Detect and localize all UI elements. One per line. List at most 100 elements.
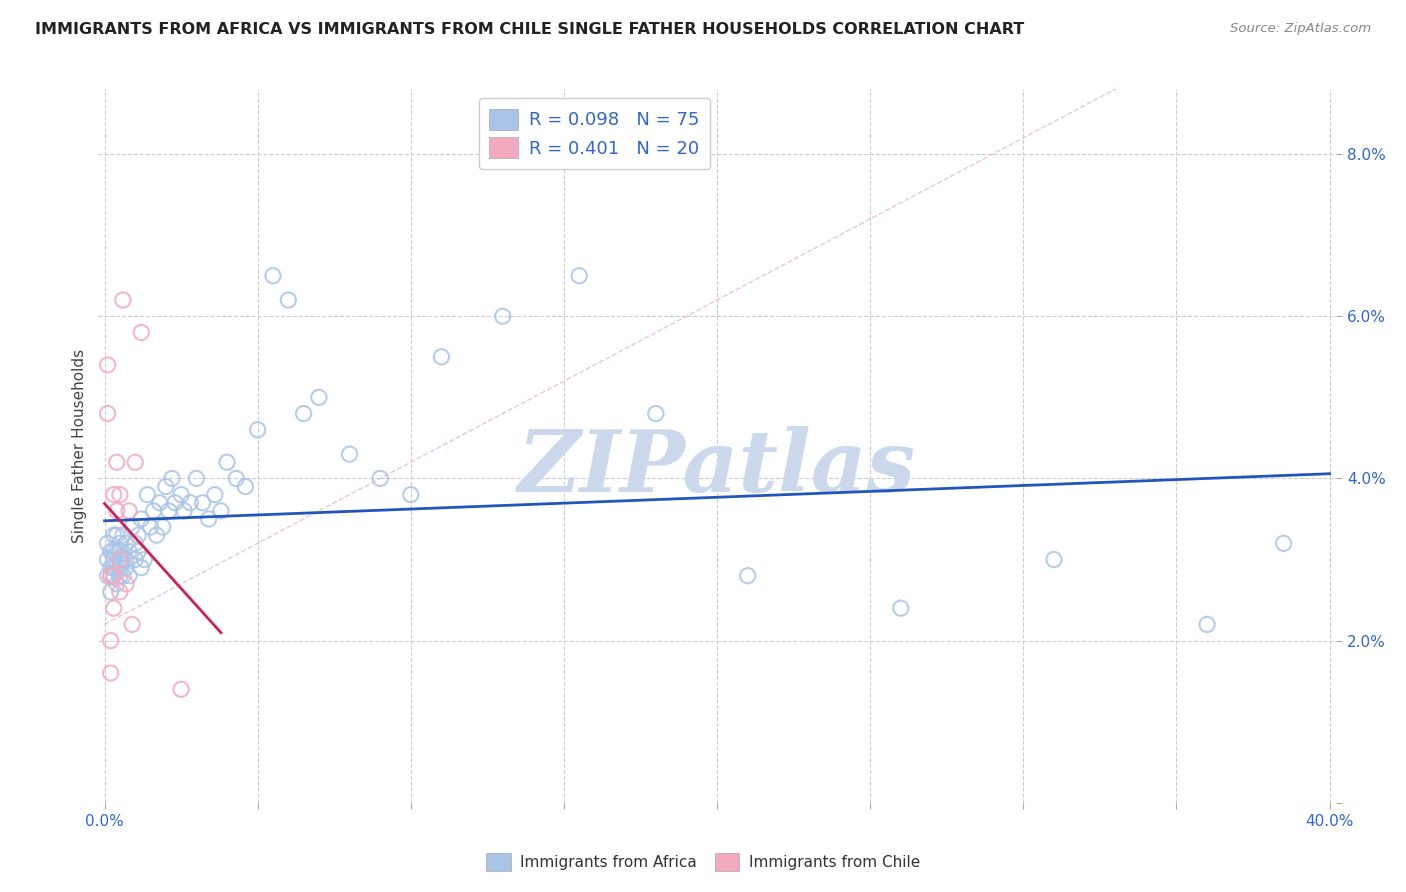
Point (292, 407, 315, 421)
Point (215, 455, 238, 469)
Point (492, 310, 515, 324)
Point (149, 496, 172, 510)
Point (105, 560, 128, 574)
Point (262, 268, 284, 283)
Point (111, 528, 134, 542)
Point (142, 504, 165, 518)
Point (108, 568, 131, 582)
Text: Source: ZipAtlas.com: Source: ZipAtlas.com (1230, 22, 1371, 36)
Point (1272, 536, 1295, 550)
Point (111, 568, 134, 582)
Point (100, 544, 122, 558)
Point (111, 552, 134, 566)
Point (105, 544, 128, 558)
Point (105, 577, 128, 591)
Point (108, 560, 131, 574)
Point (97, 552, 120, 566)
Point (121, 617, 143, 632)
Y-axis label: Single Father Households: Single Father Households (72, 349, 87, 543)
Point (97, 568, 120, 582)
Point (127, 528, 149, 542)
Point (108, 488, 131, 502)
Point (97, 536, 120, 550)
Point (127, 544, 149, 558)
Point (644, 407, 666, 421)
Point (118, 568, 141, 582)
Point (103, 568, 125, 582)
Point (121, 520, 143, 534)
Point (105, 504, 128, 518)
Text: ZIPatlas: ZIPatlas (517, 425, 917, 509)
Point (191, 496, 214, 510)
Point (235, 479, 257, 493)
Point (103, 488, 125, 502)
Point (1197, 617, 1219, 632)
Point (108, 544, 131, 558)
Point (197, 512, 219, 526)
Point (105, 528, 128, 542)
Point (737, 568, 759, 582)
Point (170, 682, 193, 697)
Point (103, 601, 125, 615)
Point (100, 585, 122, 599)
Point (399, 488, 422, 502)
Point (115, 577, 138, 591)
Point (157, 504, 180, 518)
Point (134, 552, 156, 566)
Point (103, 560, 125, 574)
Point (129, 326, 152, 340)
Point (890, 601, 912, 615)
Point (277, 293, 299, 307)
Point (118, 504, 141, 518)
Point (1043, 552, 1066, 566)
Point (430, 350, 453, 364)
Point (111, 293, 134, 307)
Point (100, 560, 122, 574)
Point (103, 568, 125, 582)
Point (163, 496, 186, 510)
Point (115, 560, 138, 574)
Point (368, 471, 391, 485)
Point (136, 488, 159, 502)
Point (100, 568, 122, 582)
Point (139, 520, 162, 534)
Legend: R = 0.098   N = 75, R = 0.401   N = 20: R = 0.098 N = 75, R = 0.401 N = 20 (478, 98, 710, 169)
Point (124, 552, 146, 566)
Text: IMMIGRANTS FROM AFRICA VS IMMIGRANTS FROM CHILE SINGLE FATHER HOUSEHOLDS CORRELA: IMMIGRANTS FROM AFRICA VS IMMIGRANTS FRO… (35, 22, 1025, 37)
Point (103, 528, 125, 542)
Point (103, 544, 125, 558)
Point (108, 536, 131, 550)
Point (170, 488, 193, 502)
Point (568, 268, 591, 283)
Point (118, 544, 141, 558)
Point (129, 560, 152, 574)
Point (100, 666, 122, 681)
Point (108, 585, 131, 599)
Point (339, 447, 361, 461)
Point (115, 552, 138, 566)
Point (186, 471, 208, 485)
Point (308, 390, 330, 404)
Point (155, 479, 177, 493)
Point (179, 496, 201, 510)
Point (100, 568, 122, 582)
Point (152, 520, 174, 534)
Legend: Immigrants from Africa, Immigrants from Chile: Immigrants from Africa, Immigrants from … (477, 844, 929, 880)
Point (124, 455, 146, 469)
Point (225, 471, 247, 485)
Point (173, 504, 195, 518)
Point (97, 358, 120, 372)
Point (97, 407, 120, 421)
Point (108, 552, 131, 566)
Point (100, 633, 122, 648)
Point (103, 552, 125, 566)
Point (129, 512, 152, 526)
Point (115, 536, 138, 550)
Point (246, 423, 269, 437)
Point (204, 488, 226, 502)
Point (108, 552, 131, 566)
Point (209, 504, 232, 518)
Point (124, 536, 146, 550)
Point (105, 455, 128, 469)
Point (160, 471, 183, 485)
